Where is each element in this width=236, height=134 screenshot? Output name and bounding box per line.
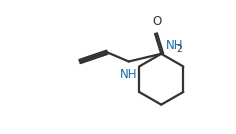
Text: NH: NH bbox=[166, 39, 183, 52]
Text: NH: NH bbox=[120, 68, 137, 81]
Text: 2: 2 bbox=[176, 45, 181, 54]
Text: O: O bbox=[152, 15, 161, 28]
